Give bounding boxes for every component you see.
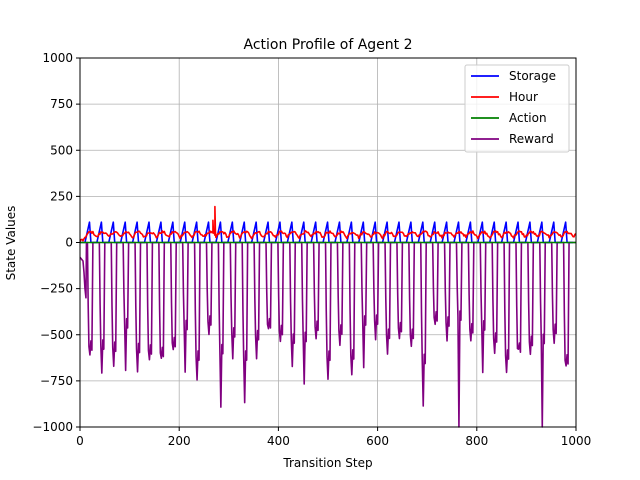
legend-label-reward: Reward <box>509 132 554 146</box>
y-axis-ticks: 1000 750 500 250 0 −250 −500 −750 −1000 <box>32 51 80 434</box>
x-tick-label: 800 <box>465 434 488 448</box>
legend-label-action: Action <box>509 111 547 125</box>
y-axis-label: State Values <box>4 206 18 281</box>
x-axis-ticks: 0 200 400 600 800 1000 <box>76 427 591 448</box>
y-tick-label: 0 <box>65 236 73 250</box>
x-tick-label: 1000 <box>561 434 592 448</box>
y-tick-label: 250 <box>50 189 73 203</box>
legend: Storage Hour Action Reward <box>464 64 570 153</box>
y-tick-label: −750 <box>40 374 73 388</box>
series-line-hour <box>79 205 577 242</box>
x-tick-label: 400 <box>267 434 290 448</box>
y-tick-label: 500 <box>50 143 73 157</box>
legend-label-hour: Hour <box>509 90 538 104</box>
y-tick-label: −250 <box>40 282 73 296</box>
x-tick-label: 0 <box>76 434 84 448</box>
legend-box <box>464 64 570 153</box>
y-tick-label: −500 <box>40 328 73 342</box>
chart-title: Action Profile of Agent 2 <box>243 37 412 53</box>
series-lines <box>79 205 577 428</box>
y-tick-label: −1000 <box>32 420 73 434</box>
legend-label-storage: Storage <box>509 69 556 83</box>
x-tick-label: 200 <box>168 434 191 448</box>
series-line-reward <box>79 241 577 428</box>
y-tick-label: 750 <box>50 97 73 111</box>
x-axis-label: Transition Step <box>282 456 372 470</box>
y-tick-label: 1000 <box>42 51 73 65</box>
x-tick-label: 600 <box>366 434 389 448</box>
